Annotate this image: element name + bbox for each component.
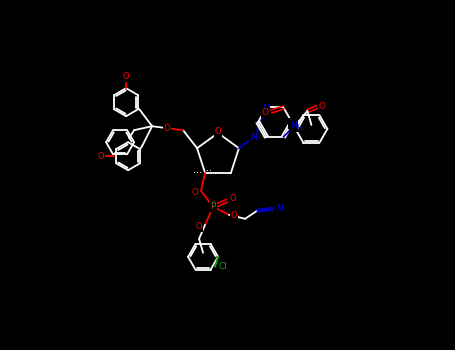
Text: O: O <box>123 72 129 81</box>
Text: O: O <box>215 127 221 136</box>
Text: O: O <box>262 108 269 117</box>
Text: N: N <box>262 104 269 113</box>
Text: ···: ··· <box>202 166 212 176</box>
Text: N: N <box>276 204 283 213</box>
Text: N: N <box>289 119 296 128</box>
Text: O: O <box>192 188 198 197</box>
Text: O: O <box>98 152 104 161</box>
Text: O: O <box>230 194 237 203</box>
Text: P: P <box>210 202 216 211</box>
Text: H: H <box>297 124 302 133</box>
Text: O: O <box>319 103 326 111</box>
Text: N: N <box>290 121 297 131</box>
Text: Cl: Cl <box>219 262 228 271</box>
Text: ···: ··· <box>192 168 202 178</box>
Text: O: O <box>164 124 170 133</box>
Text: O: O <box>196 222 202 231</box>
Text: O: O <box>231 211 238 220</box>
Text: N: N <box>251 133 257 142</box>
